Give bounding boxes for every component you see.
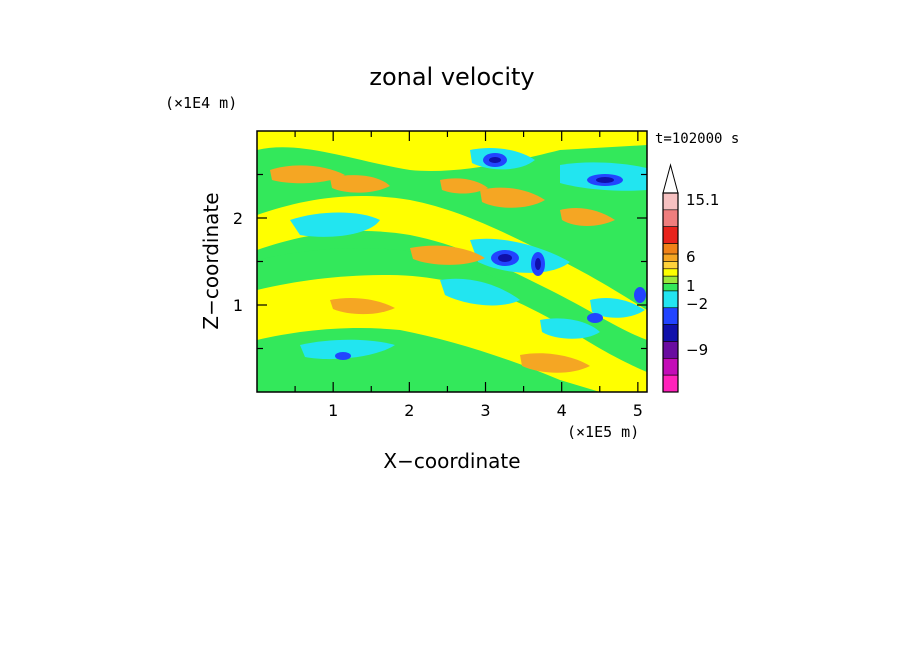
x-tick-label: 2 xyxy=(404,401,414,420)
contour-band-yellow-mid xyxy=(257,195,647,340)
colorbar-segment xyxy=(662,290,679,309)
y-axis-label: Z−coordinate xyxy=(199,192,223,329)
colorbar-label: 1 xyxy=(686,277,696,295)
x-axis-unit: (×1E5 m) xyxy=(567,423,639,441)
contour-band-yellow-upper xyxy=(257,131,647,171)
colorbar-segment xyxy=(662,358,679,376)
contour-field xyxy=(257,131,647,392)
x-tick-label: 3 xyxy=(480,401,490,420)
contour-orange-1 xyxy=(270,165,345,184)
y-axis: 12 xyxy=(233,173,647,350)
contour-orange-2 xyxy=(410,245,485,265)
contour-cyan-6 xyxy=(470,238,570,273)
chart-title: zonal velocity xyxy=(369,63,534,91)
colorbar-segment xyxy=(662,324,679,342)
colorbar-segment xyxy=(662,243,679,255)
contour-orange-3 xyxy=(330,175,390,193)
colorbar-label: −2 xyxy=(686,295,708,313)
colorbar-segment xyxy=(662,253,679,262)
contour-blue-core-8 xyxy=(535,258,541,270)
contour-cyan-2 xyxy=(440,278,520,306)
contour-blue-core-4 xyxy=(596,177,614,183)
contour-blue-core-11 xyxy=(634,287,646,303)
colorbar-top-arrow xyxy=(662,163,679,194)
colorbar-segment xyxy=(662,275,679,284)
contour-blue-core-2 xyxy=(489,157,501,163)
x-axis: 1 2 3 4 5 xyxy=(294,131,643,420)
contour-cyan-1 xyxy=(290,212,380,237)
contour-orange-8 xyxy=(440,178,488,194)
x-axis-label: X−coordinate xyxy=(383,449,520,473)
colorbar-segment xyxy=(662,192,679,211)
contour-orange-6 xyxy=(560,208,615,226)
x-tick-label: 1 xyxy=(328,401,338,420)
colorbar-segment xyxy=(662,226,679,244)
time-label: t=102000 s xyxy=(655,131,739,147)
colorbar-label: −9 xyxy=(686,341,708,359)
colorbar-frame xyxy=(662,192,679,393)
contour-blue-core-9 xyxy=(587,313,603,323)
colorbar-segment xyxy=(662,209,679,227)
colorbar-label: 6 xyxy=(686,248,696,266)
y-tick-label: 2 xyxy=(233,209,243,228)
colorbar: 15.1 6 1−2 −9 xyxy=(662,163,719,393)
colorbar-segment xyxy=(662,341,679,359)
contour-blue-core-6 xyxy=(498,254,512,262)
x-tick-label: 4 xyxy=(557,401,567,420)
colorbar-segment xyxy=(662,283,679,292)
contour-blue-core-10 xyxy=(335,352,351,360)
colorbar-segment xyxy=(662,268,679,277)
colorbar-segment xyxy=(662,261,679,270)
colorbar-segment xyxy=(662,374,679,393)
contour-cyan-7 xyxy=(590,298,645,318)
x-tick-label: 5 xyxy=(633,401,643,420)
contour-cyan-3 xyxy=(300,339,395,360)
contour-orange-5 xyxy=(520,353,590,373)
y-tick-label: 1 xyxy=(233,296,243,315)
contour-cyan-8 xyxy=(540,318,600,339)
colorbar-segment xyxy=(662,307,679,325)
y-axis-unit: (×1E4 m) xyxy=(165,94,237,112)
contour-orange-7 xyxy=(330,297,395,315)
contour-orange-4 xyxy=(480,187,545,208)
colorbar-label: 15.1 xyxy=(686,191,719,209)
